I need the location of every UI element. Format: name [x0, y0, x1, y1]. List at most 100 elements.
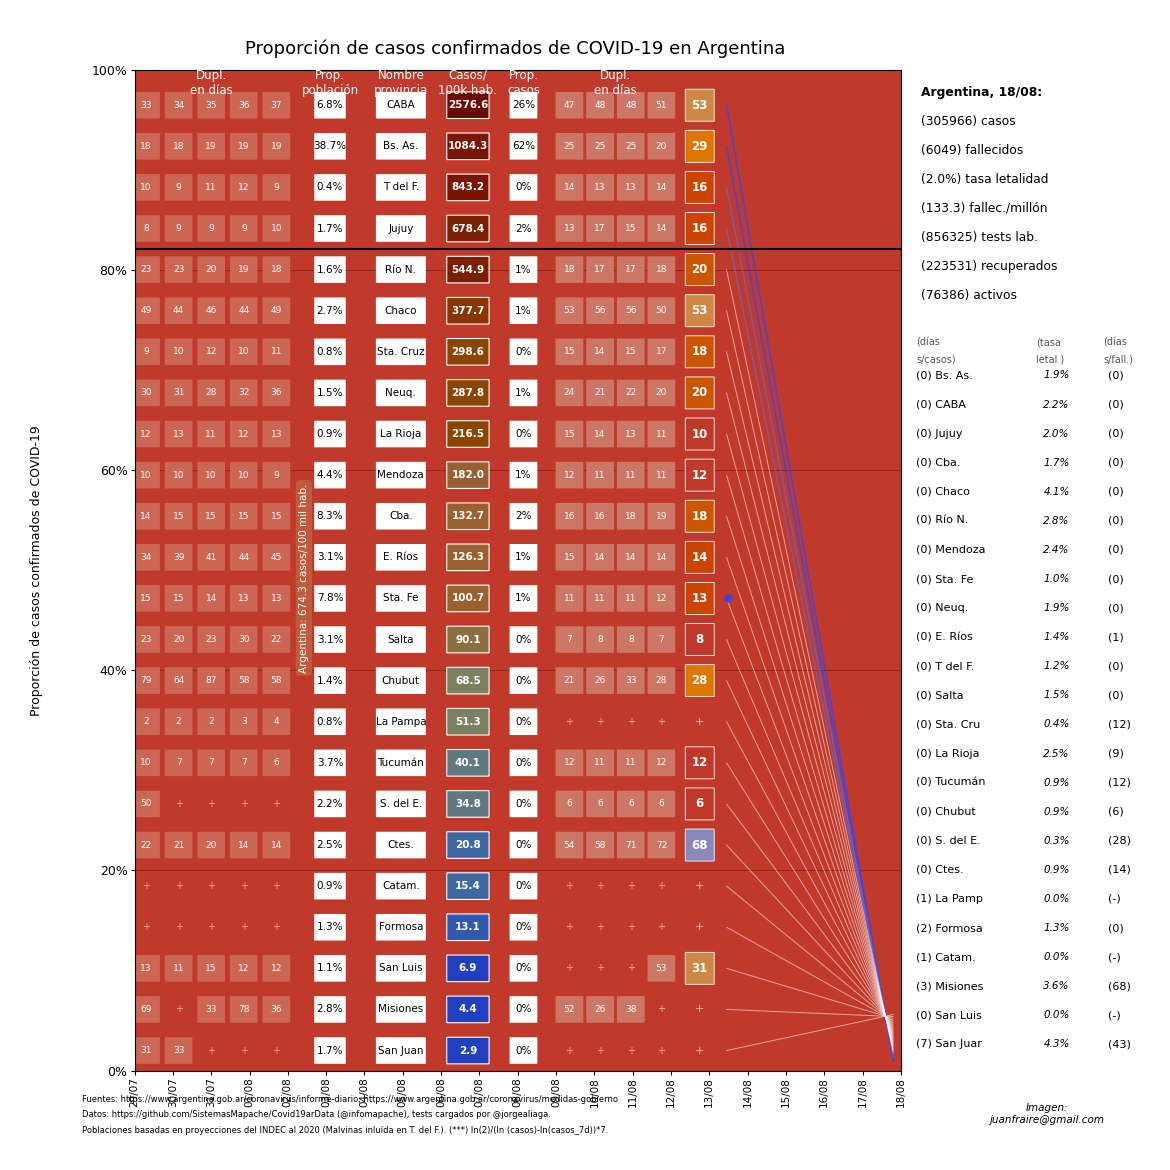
Text: 68: 68 — [691, 839, 708, 852]
FancyBboxPatch shape — [376, 914, 426, 941]
FancyBboxPatch shape — [556, 996, 584, 1023]
Text: 1.9%: 1.9% — [1044, 603, 1069, 613]
FancyBboxPatch shape — [556, 503, 584, 530]
FancyBboxPatch shape — [686, 746, 714, 779]
Text: Bs. As.: Bs. As. — [384, 142, 419, 151]
Text: 48: 48 — [594, 101, 606, 110]
Text: 15: 15 — [173, 594, 185, 603]
Text: 0%: 0% — [515, 1004, 531, 1014]
Text: 1.9%: 1.9% — [1044, 371, 1069, 380]
Text: 18: 18 — [691, 510, 708, 523]
FancyBboxPatch shape — [586, 462, 614, 488]
FancyBboxPatch shape — [447, 462, 489, 488]
Text: 0%: 0% — [515, 963, 531, 973]
Text: 87: 87 — [206, 676, 216, 686]
FancyBboxPatch shape — [132, 421, 160, 447]
FancyBboxPatch shape — [510, 421, 537, 447]
Text: 4.4: 4.4 — [459, 1004, 477, 1014]
Text: (0): (0) — [1108, 516, 1124, 525]
Text: T del F.: T del F. — [383, 183, 419, 192]
Text: (-): (-) — [1108, 952, 1121, 962]
FancyBboxPatch shape — [315, 996, 346, 1023]
Text: CABA: CABA — [386, 101, 415, 110]
Text: 9: 9 — [241, 223, 247, 233]
Text: +: + — [627, 717, 635, 727]
FancyBboxPatch shape — [617, 667, 645, 694]
FancyBboxPatch shape — [556, 421, 584, 447]
FancyBboxPatch shape — [447, 626, 489, 653]
Text: 23: 23 — [173, 266, 185, 274]
Text: Río N.: Río N. — [385, 264, 417, 275]
FancyBboxPatch shape — [617, 421, 645, 447]
Text: 2.2%: 2.2% — [1044, 399, 1069, 410]
Text: (días: (días — [916, 337, 941, 347]
Text: 4: 4 — [274, 717, 280, 727]
Text: 20: 20 — [691, 263, 708, 276]
Text: 0%: 0% — [515, 758, 531, 768]
Text: (0): (0) — [1108, 661, 1124, 672]
FancyBboxPatch shape — [617, 174, 645, 201]
Text: +: + — [565, 1046, 573, 1055]
Text: Sta. Fe: Sta. Fe — [383, 593, 419, 604]
FancyBboxPatch shape — [376, 1038, 426, 1064]
Text: (0): (0) — [1108, 574, 1124, 584]
FancyBboxPatch shape — [165, 832, 193, 859]
FancyBboxPatch shape — [229, 750, 257, 776]
Text: 15: 15 — [206, 964, 216, 972]
FancyBboxPatch shape — [647, 544, 675, 571]
FancyBboxPatch shape — [315, 791, 346, 817]
FancyBboxPatch shape — [165, 1038, 193, 1064]
Text: (0): (0) — [1108, 457, 1124, 468]
Text: 2.8%: 2.8% — [317, 1004, 343, 1014]
Text: 2.5%: 2.5% — [317, 840, 343, 851]
FancyBboxPatch shape — [198, 626, 225, 653]
FancyBboxPatch shape — [686, 377, 714, 410]
Text: 19: 19 — [655, 511, 667, 521]
Text: 10: 10 — [140, 758, 152, 768]
FancyBboxPatch shape — [229, 626, 257, 653]
Text: (0): (0) — [1108, 487, 1124, 497]
Text: 1.2%: 1.2% — [1044, 661, 1069, 672]
Text: 15: 15 — [270, 511, 282, 521]
FancyBboxPatch shape — [165, 133, 193, 159]
FancyBboxPatch shape — [586, 626, 614, 653]
Text: 0.3%: 0.3% — [1044, 835, 1069, 846]
FancyBboxPatch shape — [262, 338, 290, 365]
Text: 44: 44 — [239, 553, 249, 562]
Text: +: + — [207, 881, 215, 892]
Text: +: + — [596, 922, 604, 932]
Text: 16: 16 — [691, 181, 708, 194]
FancyBboxPatch shape — [165, 297, 193, 324]
FancyBboxPatch shape — [315, 338, 346, 365]
FancyBboxPatch shape — [447, 914, 489, 941]
FancyBboxPatch shape — [686, 295, 714, 326]
Text: La Pampa: La Pampa — [376, 717, 426, 727]
Text: 4.1%: 4.1% — [1044, 487, 1069, 497]
Text: 18: 18 — [270, 266, 282, 274]
Text: (9): (9) — [1108, 749, 1124, 758]
FancyBboxPatch shape — [165, 174, 193, 201]
Text: 50: 50 — [655, 307, 667, 315]
Text: Prop.
población: Prop. población — [302, 69, 358, 97]
Text: 12: 12 — [691, 469, 708, 482]
Text: 46: 46 — [206, 307, 216, 315]
Text: Proporción de casos confirmados de COVID-19 en Argentina: Proporción de casos confirmados de COVID… — [245, 40, 785, 58]
Text: +: + — [240, 922, 248, 932]
FancyBboxPatch shape — [229, 462, 257, 488]
Text: 17: 17 — [594, 266, 606, 274]
Text: Sta. Cruz: Sta. Cruz — [377, 346, 425, 357]
FancyBboxPatch shape — [198, 133, 225, 159]
FancyBboxPatch shape — [315, 914, 346, 941]
Text: 132.7: 132.7 — [452, 511, 484, 521]
Text: +: + — [240, 881, 248, 892]
Text: 31: 31 — [691, 962, 708, 975]
Text: (0) S. del E.: (0) S. del E. — [916, 835, 980, 846]
Text: 1.6%: 1.6% — [317, 264, 343, 275]
Text: 11: 11 — [206, 429, 216, 439]
Text: 13: 13 — [173, 429, 185, 439]
FancyBboxPatch shape — [132, 996, 160, 1023]
Text: 10: 10 — [173, 347, 185, 357]
Text: 33: 33 — [173, 1046, 185, 1055]
FancyBboxPatch shape — [262, 379, 290, 406]
Text: 100.7: 100.7 — [452, 593, 484, 604]
